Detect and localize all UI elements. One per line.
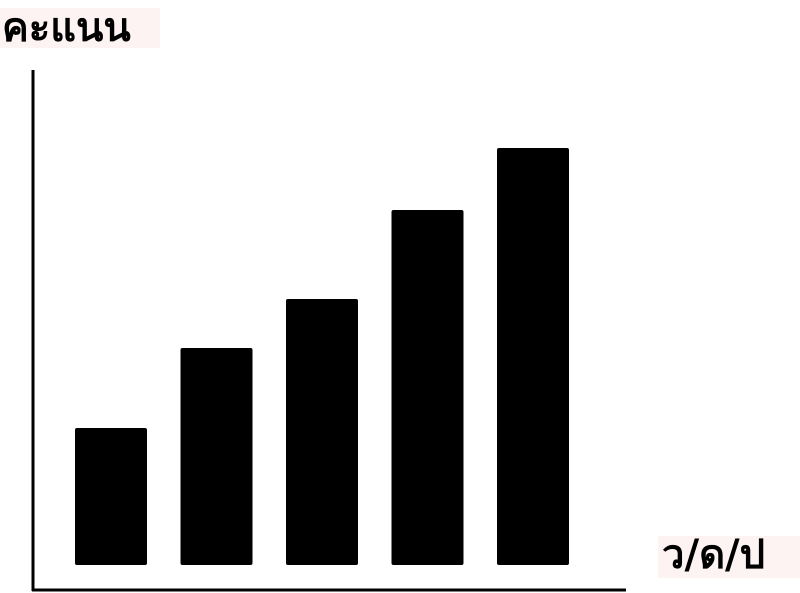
bar (180, 348, 253, 565)
bar (497, 148, 569, 565)
bar (286, 299, 358, 565)
x-axis-label: ว/ด/ป (662, 532, 765, 578)
y-axis-label: คะแนน (2, 5, 131, 51)
bar (391, 210, 464, 565)
y-label-bg (0, 8, 160, 48)
x-label-bg (658, 536, 800, 578)
bar (75, 428, 147, 565)
